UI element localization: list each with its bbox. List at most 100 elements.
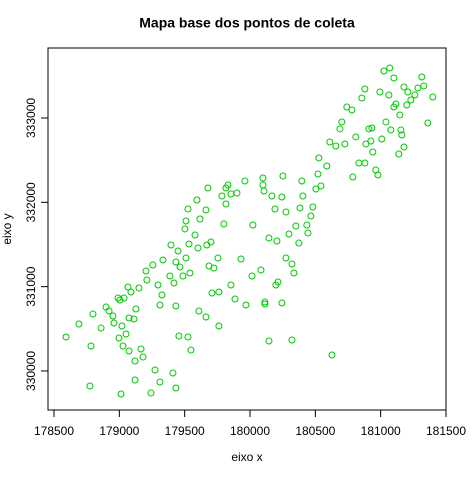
point bbox=[130, 315, 138, 323]
point bbox=[115, 334, 123, 342]
point bbox=[142, 267, 150, 275]
point bbox=[122, 330, 130, 338]
point bbox=[208, 289, 216, 297]
point bbox=[184, 205, 192, 213]
point bbox=[272, 281, 280, 289]
point bbox=[349, 173, 357, 181]
point bbox=[290, 269, 298, 277]
x-tick-label: 180000 bbox=[230, 424, 270, 438]
point bbox=[315, 154, 323, 162]
point bbox=[87, 342, 95, 350]
point bbox=[392, 100, 400, 108]
point bbox=[332, 142, 340, 150]
point bbox=[365, 125, 373, 133]
point bbox=[303, 221, 311, 229]
point bbox=[110, 319, 118, 327]
point bbox=[282, 208, 290, 216]
point bbox=[131, 376, 139, 384]
point bbox=[420, 82, 428, 90]
point bbox=[338, 118, 346, 126]
point bbox=[376, 88, 384, 96]
point bbox=[278, 299, 286, 307]
point bbox=[156, 301, 164, 309]
point bbox=[97, 324, 105, 332]
point bbox=[395, 150, 403, 158]
point bbox=[127, 288, 135, 296]
chart-title: Mapa base dos pontos de coleta bbox=[139, 15, 355, 31]
point bbox=[174, 247, 182, 255]
point bbox=[218, 192, 226, 200]
point bbox=[132, 305, 140, 313]
point bbox=[154, 281, 162, 289]
point bbox=[194, 244, 202, 252]
point bbox=[131, 357, 139, 365]
point bbox=[195, 307, 203, 315]
point bbox=[241, 177, 249, 185]
point bbox=[169, 369, 177, 377]
point bbox=[279, 172, 287, 180]
point bbox=[181, 225, 189, 233]
point bbox=[105, 307, 113, 315]
point bbox=[172, 384, 180, 392]
point bbox=[184, 333, 192, 341]
point bbox=[312, 185, 320, 193]
y-tick-label: 333000 bbox=[24, 98, 38, 138]
point bbox=[396, 111, 404, 119]
point bbox=[249, 221, 257, 229]
point bbox=[89, 310, 97, 318]
point bbox=[268, 192, 276, 200]
point bbox=[404, 88, 412, 96]
point bbox=[309, 203, 317, 211]
point bbox=[186, 269, 194, 277]
point bbox=[265, 337, 273, 345]
point bbox=[411, 91, 419, 99]
point bbox=[185, 240, 193, 248]
point bbox=[257, 266, 265, 274]
point bbox=[261, 300, 269, 308]
point bbox=[119, 342, 127, 350]
point bbox=[227, 281, 235, 289]
point bbox=[182, 254, 190, 262]
point bbox=[348, 106, 356, 114]
point bbox=[207, 238, 215, 246]
point bbox=[118, 322, 126, 330]
point bbox=[143, 276, 151, 284]
point bbox=[314, 170, 322, 178]
point bbox=[278, 193, 286, 201]
point bbox=[260, 187, 268, 195]
point bbox=[62, 333, 70, 341]
point bbox=[109, 312, 117, 320]
x-axis-label: eixo x bbox=[231, 450, 262, 464]
x-tick-label: 179500 bbox=[165, 424, 205, 438]
point bbox=[362, 140, 370, 148]
point bbox=[172, 302, 180, 310]
point bbox=[231, 295, 239, 303]
point bbox=[273, 237, 281, 245]
point bbox=[317, 182, 325, 190]
point bbox=[378, 135, 386, 143]
point bbox=[367, 137, 375, 145]
point bbox=[380, 67, 388, 75]
point bbox=[242, 301, 250, 309]
point bbox=[385, 91, 393, 99]
point bbox=[398, 131, 406, 139]
point bbox=[352, 133, 360, 141]
point bbox=[193, 196, 201, 204]
point bbox=[187, 346, 195, 354]
point bbox=[296, 204, 304, 212]
point bbox=[137, 345, 145, 353]
point bbox=[166, 272, 174, 280]
point bbox=[369, 148, 377, 156]
point bbox=[151, 366, 159, 374]
point bbox=[299, 192, 307, 200]
point bbox=[323, 162, 331, 170]
point bbox=[117, 390, 125, 398]
point bbox=[328, 351, 336, 359]
point bbox=[233, 189, 241, 197]
point bbox=[220, 220, 228, 228]
point bbox=[116, 296, 124, 304]
point bbox=[407, 96, 415, 104]
point bbox=[429, 93, 437, 101]
point bbox=[397, 126, 405, 134]
